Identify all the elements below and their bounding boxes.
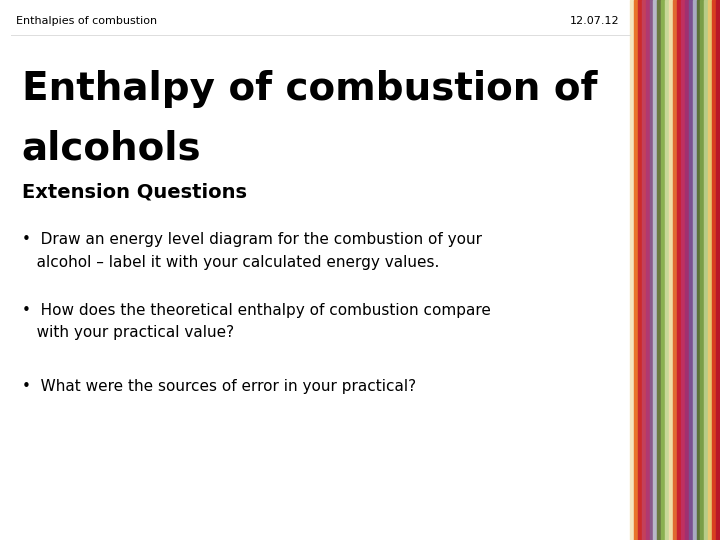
Text: •  How does the theoretical enthalpy of combustion compare
   with your practica: • How does the theoretical enthalpy of c… <box>22 303 490 340</box>
Bar <box>665 0 669 540</box>
Bar <box>689 0 693 540</box>
Bar <box>696 0 701 540</box>
Bar <box>716 0 720 540</box>
Bar <box>634 0 638 540</box>
Text: •  What were the sources of error in your practical?: • What were the sources of error in your… <box>22 379 415 394</box>
Text: Extension Questions: Extension Questions <box>22 182 246 201</box>
Bar <box>673 0 677 540</box>
Bar <box>630 0 634 540</box>
Bar <box>704 0 708 540</box>
Bar <box>681 0 685 540</box>
Text: •  Draw an energy level diagram for the combustion of your
   alcohol – label it: • Draw an energy level diagram for the c… <box>22 233 482 269</box>
Text: alcohols: alcohols <box>22 130 201 167</box>
Text: Enthalpy of combustion of: Enthalpy of combustion of <box>22 70 597 108</box>
Bar <box>657 0 661 540</box>
Bar <box>654 0 657 540</box>
Bar <box>712 0 716 540</box>
Text: 12.07.12: 12.07.12 <box>570 16 619 25</box>
Bar <box>649 0 654 540</box>
Bar <box>685 0 689 540</box>
Bar <box>677 0 681 540</box>
Bar <box>638 0 642 540</box>
Text: Enthalpies of combustion: Enthalpies of combustion <box>16 16 157 25</box>
Bar <box>646 0 649 540</box>
Bar <box>708 0 712 540</box>
Bar <box>661 0 665 540</box>
Bar <box>701 0 704 540</box>
Bar <box>669 0 673 540</box>
Bar <box>642 0 646 540</box>
Bar <box>693 0 696 540</box>
